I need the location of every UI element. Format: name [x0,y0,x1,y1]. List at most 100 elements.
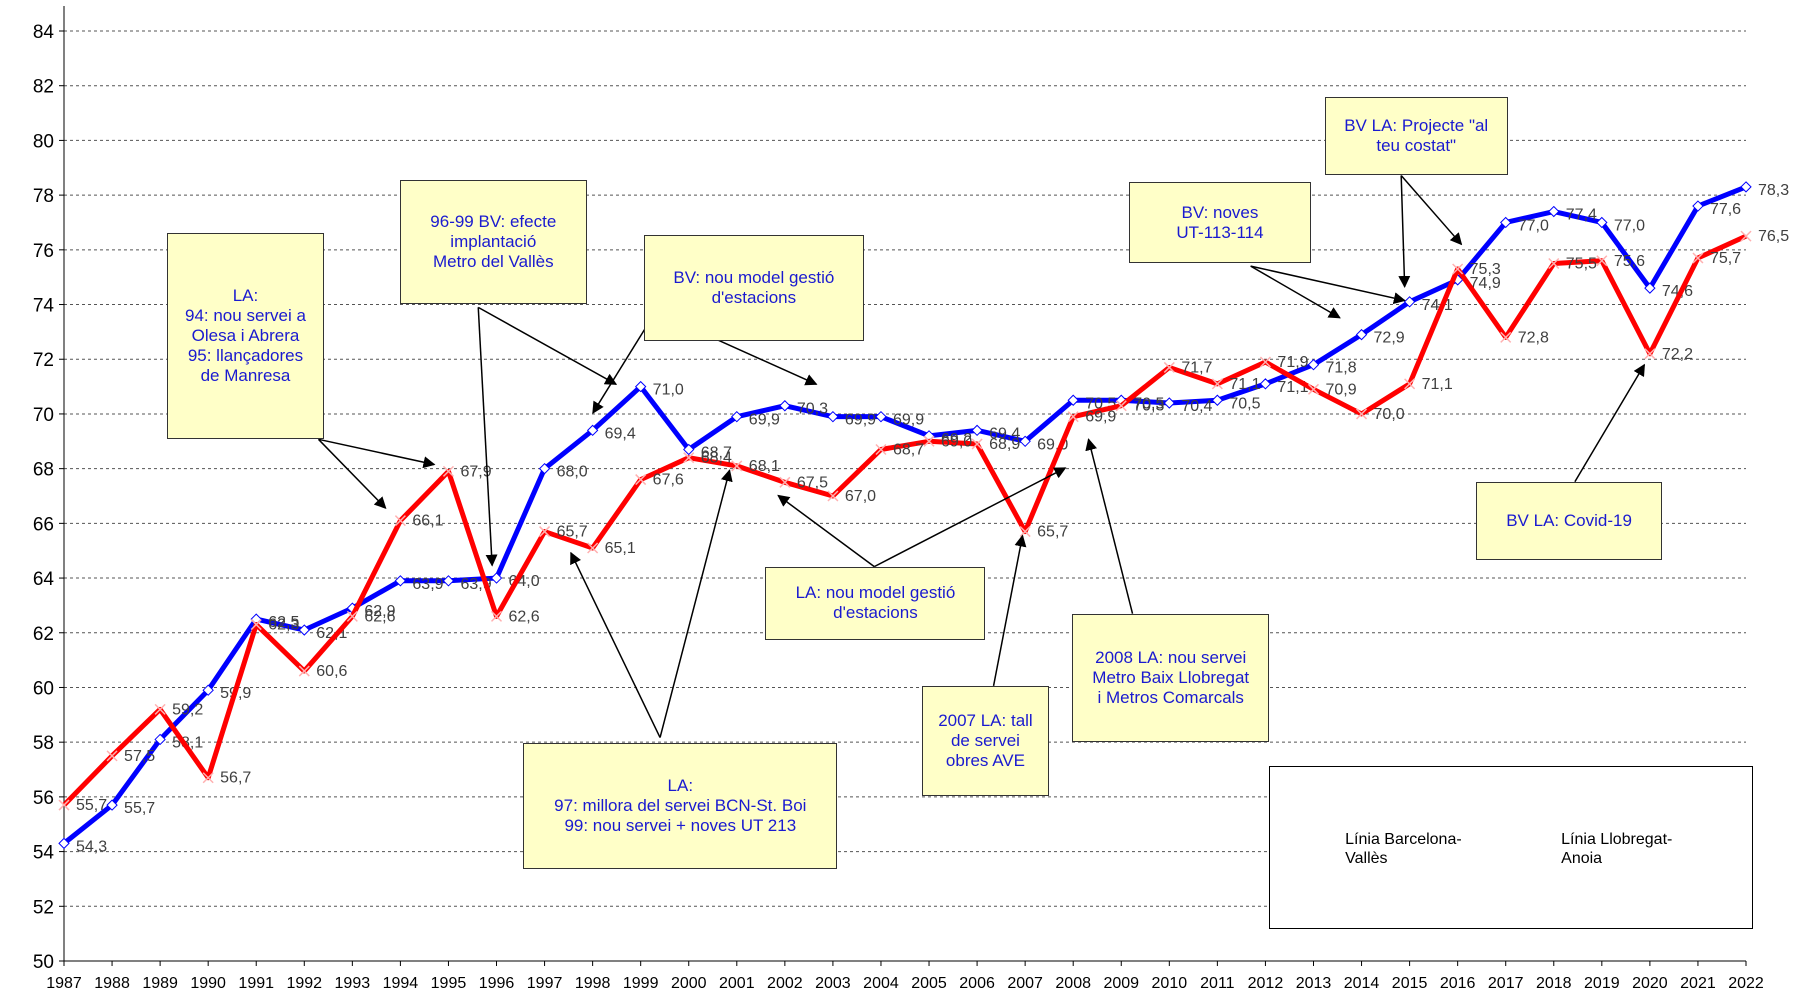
data-label: 62,9 [364,603,395,620]
data-label: 77,0 [1518,217,1549,234]
arrow [1085,438,1134,614]
x-tick-label: 2015 [1392,975,1428,992]
data-label: 65,7 [557,524,588,541]
x-tick-label: 2016 [1440,975,1476,992]
annotation-text: Metro Baix Llobregat [1092,667,1250,687]
y-tick-label: 72 [33,350,54,371]
data-label: 67,9 [460,463,491,480]
annotation-text: BV LA: Covid-19 [1506,510,1632,530]
y-tick-label: 68 [33,460,54,481]
x-tick-label: 2005 [911,975,947,992]
annotation-text: LA: [232,286,259,306]
marker [539,526,551,538]
x-tick-label: 1987 [46,975,82,992]
x-tick-label: 2000 [671,975,707,992]
data-label: 71,0 [653,382,684,399]
data-label: 72,9 [1374,330,1405,347]
marker [1692,200,1704,212]
x-tick-label: 1998 [575,975,611,992]
y-tick-label: 62 [33,624,54,645]
marker [779,400,791,412]
x-tick-label: 2011 [1200,975,1235,992]
arrow [873,467,1067,568]
marker [490,572,503,584]
data-label: 71,1 [1229,376,1260,393]
annotation-box: BV LA: Projecte "al teu costat" [1324,97,1508,176]
marker [1644,348,1656,360]
marker [1211,394,1224,406]
marker [1356,408,1368,420]
marker [1259,378,1272,390]
annotation-text: 95: llançadores [187,346,304,366]
data-label: 69,9 [1085,409,1116,426]
annotation-text: de Manresa [200,366,291,386]
annotation-text: LA: [667,776,694,796]
annotation-text: teu costat" [1376,136,1457,156]
data-label: 69,9 [845,412,876,429]
marker [1596,255,1608,267]
x-tick-label: 2007 [1007,975,1043,992]
annotation-text: BV LA: Projecte "al [1344,116,1489,136]
marker [1163,397,1176,409]
data-label: 72,2 [1662,346,1693,363]
x-tick-label: 1999 [623,975,659,992]
y-tick-label: 50 [33,952,54,973]
marker [106,750,118,762]
data-label: 55,7 [76,797,107,814]
x-tick-label: 2019 [1584,975,1620,992]
arrow [659,469,733,738]
annotation-text: BV: nou model gestió [673,267,835,287]
annotation-box: LA: nou model gestió d'estacions [765,566,986,641]
annotation-box: LA: 94: nou servei a Olesa i Abrera 95: lla… [166,232,325,440]
annotation-text: 2008 LA: nou servei [1095,647,1247,667]
x-tick-label: 2003 [815,975,851,992]
arrow [317,438,387,509]
x-tick-label: 2021 [1680,975,1716,992]
y-tick-label: 82 [33,77,54,98]
data-label: 67,0 [845,488,876,505]
marker [1452,263,1464,275]
annotation-text: d'estacions [833,603,918,623]
arrow [1398,175,1411,288]
arrow [1250,265,1406,305]
marker [587,542,599,554]
annotation-text: 97: millora del servei BCN-St. Boi [554,796,807,816]
data-label: 69,9 [893,412,924,429]
data-label: 70,3 [797,401,828,418]
annotation-text: LA: nou model gestió [795,583,956,603]
data-label: 72,8 [1518,329,1549,346]
marker [202,772,214,784]
x-tick-label: 2013 [1296,975,1332,992]
marker [1355,328,1368,341]
data-label: 59,2 [172,701,203,718]
x-tick-label: 2012 [1248,975,1284,992]
y-tick-label: 52 [33,897,54,918]
series-line [62,233,1748,807]
x-tick-label: 2006 [959,975,995,992]
x-tick-label: 1991 [238,975,274,992]
marker [1644,282,1656,294]
data-label: 65,7 [1037,524,1068,541]
marker [346,610,358,622]
data-label: 71,9 [1277,354,1308,371]
marker [1740,181,1752,193]
x-tick-label: 1996 [479,975,515,992]
marker [1019,435,1031,448]
annotation-text: de servei [950,730,1020,750]
marker [779,476,791,488]
legend-label: Línia Llobregat-Anoia [1561,831,1673,868]
annotation-text: d'estacions [711,287,797,307]
data-label: 71,7 [1181,359,1212,376]
marker [731,460,743,472]
data-label: 71,8 [1325,360,1356,377]
arrow [1574,363,1646,483]
data-label: 77,6 [1710,201,1741,218]
marker [971,438,983,450]
y-tick-label: 66 [33,514,54,535]
arrow [318,438,436,469]
marker [634,380,647,393]
annotation-text: 94: nou servei a [185,306,306,326]
data-label: 66,1 [412,513,443,530]
marker [250,619,262,631]
